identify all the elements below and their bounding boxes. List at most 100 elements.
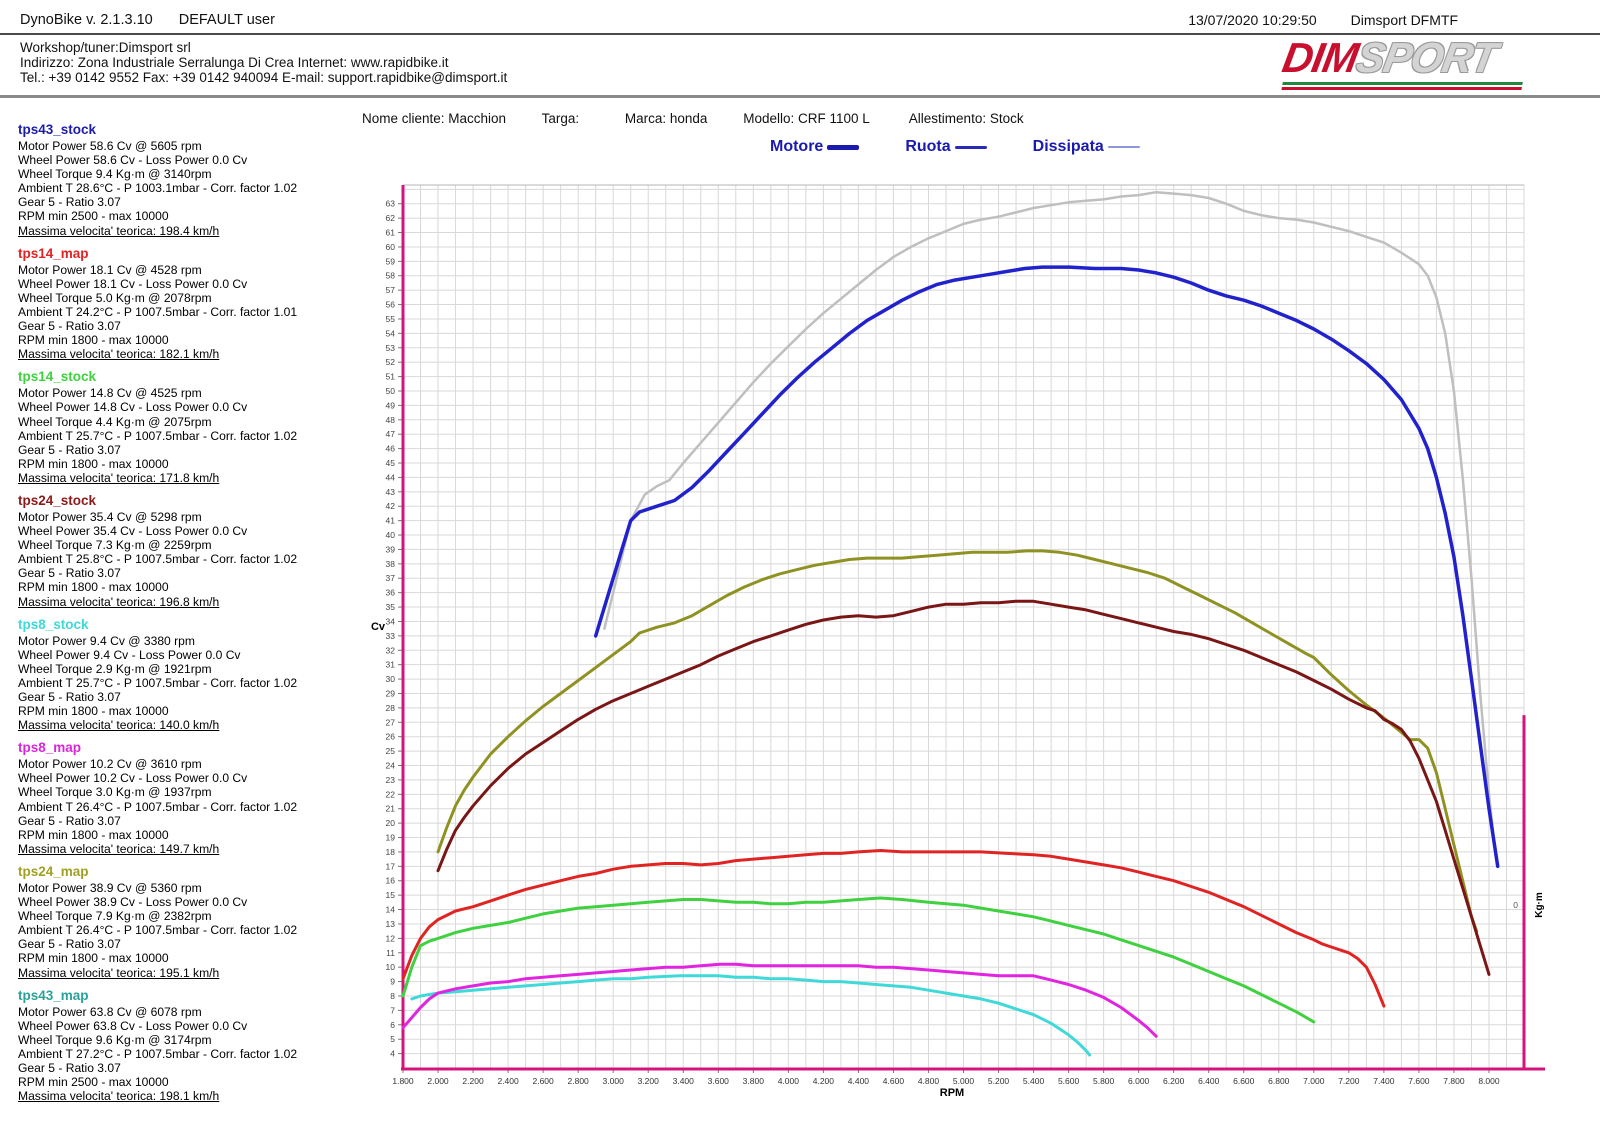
logo-sport-text: SPORT	[1353, 34, 1501, 81]
run-line: Wheel Torque 7.3 Kg·m @ 2259rpm	[18, 538, 212, 553]
svg-text:59: 59	[386, 256, 396, 266]
svg-text:10: 10	[386, 962, 396, 972]
run-line: Wheel Power 58.6 Cv - Loss Power 0.0 Cv	[18, 153, 248, 168]
logo-stripe-green	[1282, 82, 1523, 85]
svg-text:5.200: 5.200	[988, 1076, 1010, 1086]
svg-text:15: 15	[386, 890, 396, 900]
curve-tps24_stock	[436, 599, 1491, 976]
workshop-line-2: Indirizzo: Zona Industriale Serralunga D…	[20, 55, 449, 70]
svg-text:17: 17	[386, 861, 396, 871]
divider-header	[0, 95, 1600, 98]
svg-text:3.400: 3.400	[673, 1076, 695, 1086]
dimsport-logo: DIMSPORT	[1277, 34, 1537, 92]
run-line: Motor Power 63.8 Cv @ 6078 rpm	[18, 1004, 202, 1019]
run-title: tps24_map	[18, 863, 89, 879]
svg-text:57: 57	[386, 285, 396, 295]
legend-label: Dissipata	[1032, 138, 1104, 155]
svg-text:16: 16	[386, 876, 396, 886]
legend-label: Ruota	[905, 138, 951, 155]
curve-tps24_map	[436, 549, 1479, 933]
run-line: Gear 5 - Ratio 3.07	[18, 319, 121, 334]
run-line: Wheel Power 63.8 Cv - Loss Power 0.0 Cv	[18, 1018, 248, 1033]
svg-text:63: 63	[386, 199, 396, 209]
svg-text:11: 11	[386, 948, 395, 958]
client-nome: Nome cliente: Macchion	[362, 111, 507, 126]
run-block-tps8_stock: tps8_stock Motor Power 9.4 Cv @ 3380 rpm W…	[18, 617, 354, 733]
svg-text:12: 12	[386, 933, 396, 943]
svg-text:2.400: 2.400	[497, 1076, 519, 1086]
top-bar: DynoBike v. 2.1.3.10 DEFAULT user 13/07/2…	[0, 0, 1600, 32]
run-line: Motor Power 10.2 Cv @ 3610 rpm	[18, 757, 202, 772]
svg-text:6.600: 6.600	[1233, 1076, 1255, 1086]
station-name: Dimsport DFMTF	[1350, 12, 1458, 28]
run-line: Wheel Torque 9.6 Kg·m @ 3174rpm	[18, 1032, 212, 1047]
run-line: Ambient T 25.8°C - P 1007.5mbar - Corr. …	[18, 552, 298, 567]
svg-text:4.600: 4.600	[883, 1076, 905, 1086]
svg-text:7.600: 7.600	[1408, 1076, 1430, 1086]
user-label: DEFAULT user	[178, 12, 275, 28]
run-title: tps8_map	[18, 740, 82, 756]
svg-text:5.000: 5.000	[953, 1076, 975, 1086]
svg-text:0: 0	[1513, 900, 1518, 910]
svg-text:14: 14	[386, 905, 396, 915]
run-block-tps43_map: tps43_map Motor Power 63.8 Cv @ 6078 rpm W…	[18, 988, 354, 1104]
report-datetime: 13/07/2020 10:29:50	[1188, 12, 1317, 28]
svg-text:25: 25	[386, 746, 396, 756]
svg-text:2.600: 2.600	[532, 1076, 554, 1086]
run-line: Wheel Torque 3.0 Kg·m @ 1937rpm	[18, 785, 212, 800]
run-line: Gear 5 - Ratio 3.07	[18, 690, 121, 704]
run-line: Wheel Torque 2.9 Kg·m @ 1921rpm	[18, 661, 212, 676]
divider-top	[0, 33, 1600, 35]
svg-text:29: 29	[386, 688, 396, 698]
legend-item-motore: Motore	[770, 138, 860, 156]
run-line: Wheel Power 10.2 Cv - Loss Power 0.0 Cv	[18, 771, 248, 786]
svg-text:9: 9	[390, 977, 395, 987]
svg-text:51: 51	[386, 372, 396, 382]
svg-text:4.200: 4.200	[813, 1076, 835, 1086]
svg-text:6.400: 6.400	[1198, 1076, 1220, 1086]
svg-text:8.000: 8.000	[1478, 1076, 1500, 1086]
run-max-speed: Massima velocita' teorica: 198.1 km/h	[18, 1089, 220, 1104]
svg-text:13: 13	[386, 919, 396, 929]
svg-text:60: 60	[386, 242, 396, 252]
run-title: tps24_stock	[18, 492, 97, 508]
legend-line-swatch	[827, 144, 860, 150]
run-line: Wheel Torque 7.9 Kg·m @ 2382rpm	[18, 909, 212, 924]
curve-tps43_map	[603, 190, 1498, 861]
run-line: Ambient T 25.7°C - P 1007.5mbar - Corr. …	[18, 428, 298, 443]
run-line: RPM min 1800 - max 10000	[18, 827, 169, 842]
svg-text:4.400: 4.400	[848, 1076, 870, 1086]
app-title: DynoBike v. 2.1.3.10	[20, 12, 153, 28]
curve-tps8_stock	[410, 974, 1092, 1057]
run-line: Wheel Power 9.4 Cv - Loss Power 0.0 Cv	[18, 647, 241, 662]
svg-text:2.200: 2.200	[462, 1076, 484, 1086]
svg-text:7.800: 7.800	[1443, 1076, 1465, 1086]
svg-text:49: 49	[386, 400, 396, 410]
run-line: Ambient T 28.6°C - P 1003.1mbar - Corr. …	[18, 181, 298, 196]
run-line: RPM min 1800 - max 10000	[18, 456, 169, 471]
svg-text:21: 21	[386, 804, 396, 814]
run-max-speed: Massima velocita' teorica: 140.0 km/h	[18, 718, 220, 733]
svg-text:35: 35	[386, 602, 396, 612]
run-line: Wheel Torque 9.4 Kg·m @ 3140rpm	[18, 167, 212, 182]
svg-text:38: 38	[386, 559, 396, 569]
run-line: RPM min 1800 - max 10000	[18, 704, 169, 719]
svg-text:1.800: 1.800	[392, 1076, 414, 1086]
client-info-bar: Nome cliente: Macchion Targa: Marca: hon…	[362, 111, 1024, 126]
svg-text:18: 18	[386, 847, 396, 857]
workshop-line-1: Workshop/tuner:Dimsport srl	[20, 40, 191, 55]
curve-tps8_map	[401, 962, 1158, 1038]
svg-text:8: 8	[390, 991, 395, 1001]
run-title: tps14_map	[18, 245, 89, 261]
svg-text:4: 4	[390, 1049, 395, 1059]
svg-text:58: 58	[386, 271, 396, 281]
svg-text:46: 46	[386, 444, 396, 454]
curve-tps14_map	[401, 849, 1386, 1008]
run-line: Wheel Torque 5.0 Kg·m @ 2078rpm	[18, 290, 212, 305]
logo-dim-text: DIM	[1279, 34, 1362, 81]
svg-text:36: 36	[386, 588, 396, 598]
svg-text:6.200: 6.200	[1163, 1076, 1185, 1086]
svg-text:55: 55	[386, 314, 396, 324]
run-title: tps43_map	[18, 987, 89, 1003]
